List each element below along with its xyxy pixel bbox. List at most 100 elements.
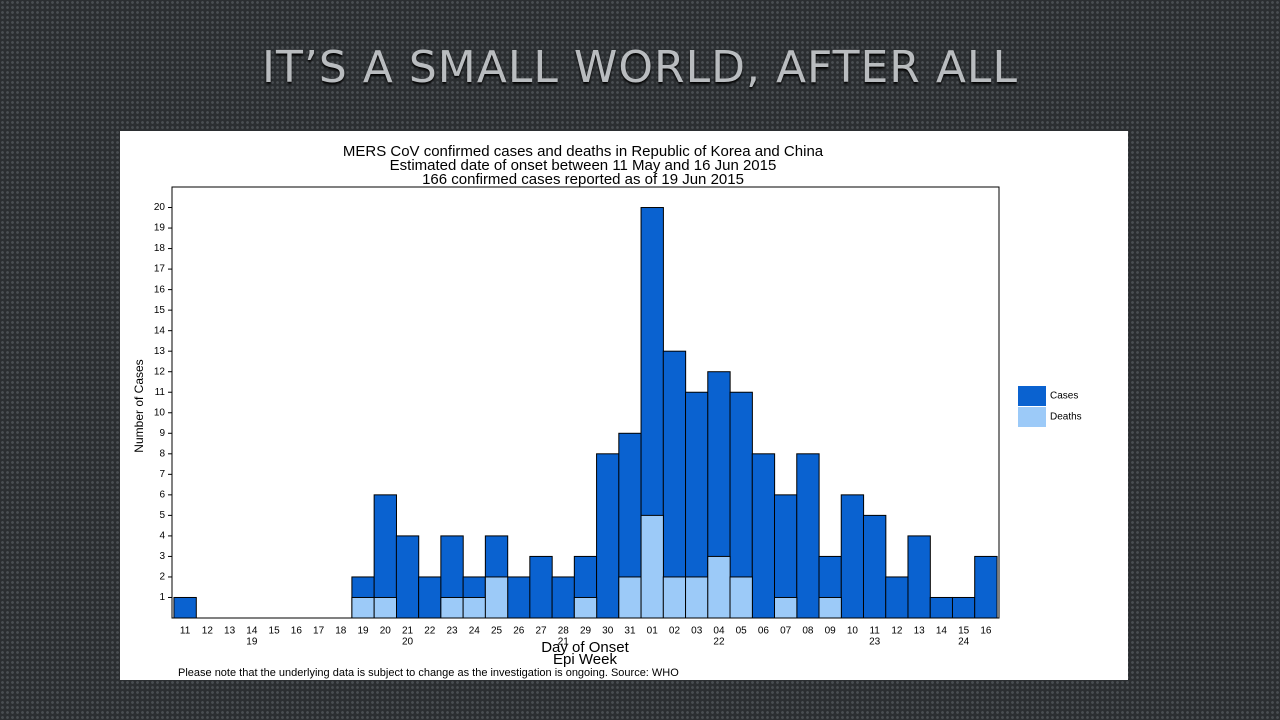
- bar: [618, 576, 642, 619]
- bar: [974, 555, 998, 619]
- y-tick-label: 9: [159, 428, 165, 439]
- y-tick-label: 8: [159, 448, 165, 459]
- x-tick-label: 01: [647, 626, 659, 637]
- x-axis-label: Day of Onset: [541, 639, 629, 656]
- bar: [662, 576, 687, 619]
- chart-title: MERS CoV confirmed cases and deaths in R…: [343, 143, 824, 160]
- x-tick-label: 12: [202, 626, 214, 637]
- bar: [885, 576, 909, 619]
- x-tick-label: 12: [891, 626, 903, 637]
- y-tick-label: 5: [159, 510, 165, 521]
- x-tick-label: 13: [224, 626, 236, 637]
- x-tick-label: 15: [958, 626, 970, 637]
- x-tick-label: 13: [914, 626, 926, 637]
- x-tick-label: 30: [602, 626, 614, 637]
- bar: [173, 596, 197, 619]
- x-tick-label: 10: [847, 626, 859, 637]
- y-tick-label: 19: [154, 223, 166, 234]
- y-tick-label: 4: [159, 531, 165, 542]
- legend-label: Deaths: [1050, 412, 1082, 423]
- x-tick-label: 17: [313, 626, 325, 637]
- x-tick-label: 22: [424, 626, 436, 637]
- bar: [929, 596, 954, 619]
- epi-week-label: 20: [402, 637, 414, 648]
- bar: [640, 514, 664, 619]
- bar: [596, 453, 620, 619]
- x-tick-label: 16: [980, 626, 992, 637]
- bar: [551, 576, 575, 619]
- y-tick-label: 18: [154, 243, 166, 254]
- bar: [862, 514, 887, 619]
- bar: [707, 555, 731, 619]
- epi-week-label: 23: [869, 637, 881, 648]
- epi-week-label: 21: [558, 637, 570, 648]
- legend-swatch: [1018, 386, 1046, 406]
- bar: [484, 576, 509, 619]
- x-tick-label: 24: [469, 626, 481, 637]
- y-tick-label: 15: [154, 305, 166, 316]
- y-tick-label: 11: [155, 387, 166, 398]
- y-tick-label: 3: [159, 551, 165, 562]
- y-tick-label: 1: [159, 592, 165, 603]
- y-tick-label: 16: [154, 284, 166, 295]
- bar: [774, 596, 798, 619]
- y-tick-label: 7: [159, 469, 165, 480]
- bar: [507, 576, 531, 619]
- bar: [573, 596, 598, 619]
- x-tick-label: 19: [358, 626, 370, 637]
- footnote: Please note that the underlying data is …: [178, 667, 679, 679]
- x-tick-label: 23: [446, 626, 458, 637]
- x-tick-label: 08: [802, 626, 814, 637]
- x-tick-label: 05: [736, 626, 748, 637]
- epi-week-label: 24: [958, 637, 970, 648]
- x-tick-label: 26: [513, 626, 525, 637]
- x-tick-label: 18: [335, 626, 347, 637]
- y-tick-label: 14: [154, 325, 166, 336]
- legend-label: Cases: [1050, 391, 1078, 402]
- y-tick-label: 2: [159, 572, 165, 583]
- bar: [729, 576, 753, 619]
- bar: [529, 555, 553, 619]
- bar: [751, 453, 776, 619]
- bar: [462, 596, 486, 619]
- bar: [440, 596, 464, 619]
- x-tick-label: 14: [936, 626, 948, 637]
- bar: [373, 596, 397, 619]
- y-tick-label: 20: [154, 202, 166, 213]
- bar: [951, 596, 976, 619]
- y-tick-label: 17: [154, 264, 166, 275]
- epi-week-label: 22: [713, 637, 725, 648]
- x-tick-label: 04: [713, 626, 725, 637]
- x-tick-label: 21: [402, 626, 414, 637]
- y-tick-label: 10: [154, 407, 166, 418]
- bar: [351, 596, 375, 619]
- x-tick-label: 15: [269, 626, 281, 637]
- chart: MERS CoV confirmed cases and deaths in R…: [120, 131, 1128, 680]
- x-tick-label: 14: [246, 626, 258, 637]
- epi-week-label: 19: [246, 637, 258, 648]
- slide-title: IT’S A SMALL WORLD, AFTER ALL: [262, 42, 1018, 93]
- bar: [685, 576, 709, 619]
- x-axis-label: Epi Week: [553, 651, 617, 668]
- bar: [818, 596, 842, 619]
- x-tick-label: 09: [825, 626, 837, 637]
- y-tick-label: 13: [154, 346, 166, 357]
- x-tick-label: 02: [669, 626, 681, 637]
- x-tick-label: 03: [691, 626, 703, 637]
- x-tick-label: 31: [624, 626, 636, 637]
- y-axis-label: Number of Cases: [132, 359, 146, 452]
- bar: [418, 576, 442, 619]
- bar: [907, 535, 931, 619]
- x-tick-label: 25: [491, 626, 503, 637]
- bar: [395, 535, 420, 619]
- y-tick-label: 6: [159, 489, 165, 500]
- x-tick-label: 11: [180, 626, 191, 637]
- x-tick-label: 28: [558, 626, 570, 637]
- x-tick-label: 29: [580, 626, 592, 637]
- x-tick-label: 20: [380, 626, 392, 637]
- chart-subtitle: 166 confirmed cases reported as of 19 Ju…: [422, 171, 744, 188]
- x-tick-label: 16: [291, 626, 303, 637]
- legend-swatch: [1018, 407, 1046, 427]
- x-tick-label: 06: [758, 626, 770, 637]
